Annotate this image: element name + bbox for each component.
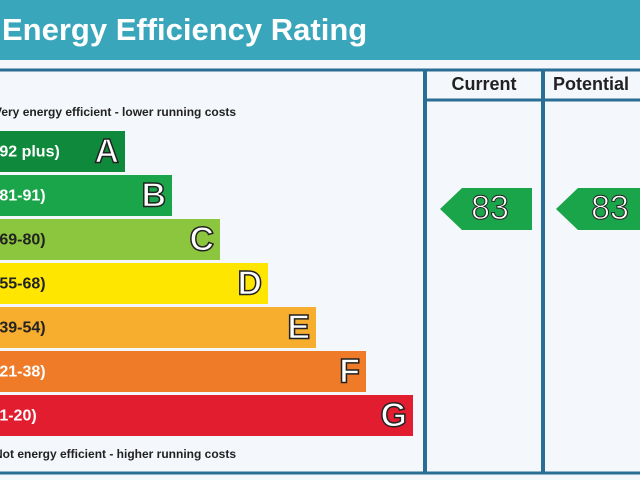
rating-arrow: [556, 188, 640, 230]
top-note: Very energy efficient - lower running co…: [0, 105, 236, 119]
band-range: (39-54): [0, 320, 46, 337]
band-range: (1-20): [0, 408, 37, 425]
band-letter: C: [189, 220, 214, 258]
band-letter: D: [237, 264, 262, 302]
band-bar: [0, 395, 413, 436]
band-range: (81-91): [0, 188, 46, 205]
band-range: (92 plus): [0, 144, 60, 161]
column-header: Potential: [553, 74, 629, 94]
band-range: (21-38): [0, 364, 46, 381]
band-bar: [0, 175, 172, 216]
band-bar: [0, 263, 268, 304]
band-range: (55-68): [0, 276, 46, 293]
band-letter: E: [287, 308, 310, 346]
rating-arrow: [440, 188, 532, 230]
rating-value: 83: [591, 189, 629, 227]
current-rating: 83: [440, 188, 532, 230]
bottom-note: Not energy efficient - higher running co…: [0, 447, 236, 461]
band-range: (69-80): [0, 232, 46, 249]
band-bar: [0, 351, 366, 392]
band-bar: [0, 131, 125, 172]
band-letter: F: [339, 352, 360, 390]
band-letter: G: [381, 396, 407, 434]
band-letter: B: [141, 176, 166, 214]
title: Energy Efficiency Rating: [2, 12, 367, 47]
potential-rating: 83: [556, 188, 640, 230]
band-bar: [0, 307, 316, 348]
band-bar: [0, 219, 220, 260]
rating-value: 83: [471, 189, 509, 227]
bands: (92 plus) A (81-91) B (69-80) C (55-68) D (39-54…: [0, 131, 413, 436]
title-bar: [0, 0, 640, 60]
column-header: Current: [451, 74, 516, 94]
band-letter: A: [94, 132, 119, 170]
